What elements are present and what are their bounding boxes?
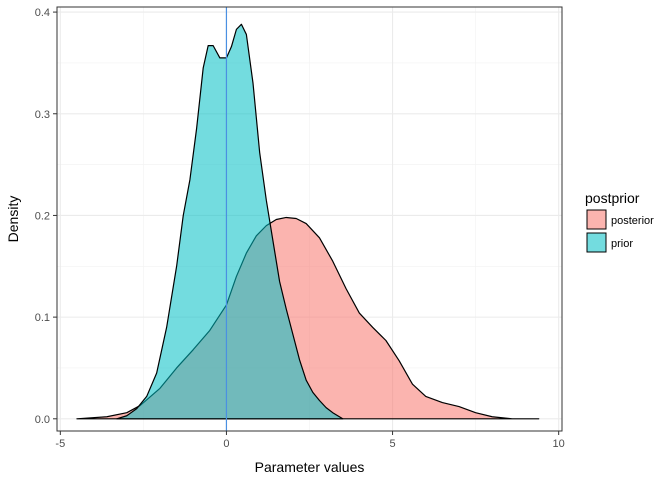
x-axis-ticks: -5 0 5 10 xyxy=(55,431,565,450)
y-axis-ticks: 0.0 0.1 0.2 0.3 0.4 xyxy=(35,7,57,426)
density-areas xyxy=(76,23,540,420)
x-tick-label: 0 xyxy=(223,438,229,450)
legend: postprior posterior prior xyxy=(585,190,654,253)
plot-panel-border xyxy=(56,6,563,432)
grid-minor xyxy=(57,7,562,431)
x-tick-label: 5 xyxy=(389,438,395,450)
y-axis-title: Density xyxy=(5,196,21,243)
legend-items: posterior prior xyxy=(586,209,654,253)
y-tick-label: 0.0 xyxy=(35,414,50,426)
x-axis-title: Parameter values xyxy=(255,459,365,475)
legend-label-posterior: posterior xyxy=(611,215,654,227)
x-tick-label: -5 xyxy=(55,438,65,450)
x-tick-label: 10 xyxy=(553,438,565,450)
legend-label-prior: prior xyxy=(611,238,633,250)
y-tick-label: 0.3 xyxy=(35,109,50,121)
legend-title: postprior xyxy=(585,190,640,206)
legend-swatch-prior xyxy=(586,232,607,253)
y-tick-label: 0.1 xyxy=(35,312,50,324)
legend-swatch-posterior xyxy=(586,209,607,230)
density-area-prior xyxy=(116,23,344,420)
y-tick-label: 0.2 xyxy=(35,210,50,222)
y-tick-label: 0.4 xyxy=(35,7,50,19)
